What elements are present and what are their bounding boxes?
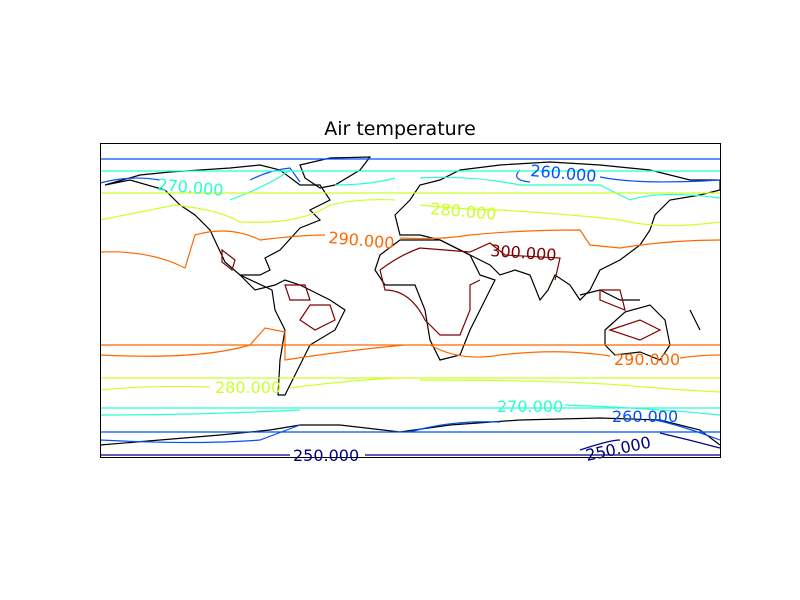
contours xyxy=(100,158,720,456)
contour-label: 250.000 xyxy=(584,433,653,465)
coast-north-america xyxy=(104,164,331,276)
contour-label: 290.000 xyxy=(328,228,396,253)
contour-290 xyxy=(100,229,720,361)
axes-frame xyxy=(100,143,721,458)
contour-label: 280.000 xyxy=(430,199,498,224)
contour-label: 270.000 xyxy=(157,175,225,200)
coast-south-america xyxy=(239,274,346,396)
coast-eurasia xyxy=(394,161,720,302)
contour-260 xyxy=(100,158,720,444)
contour-250 xyxy=(100,432,720,456)
coast-africa xyxy=(374,239,496,361)
coastlines xyxy=(100,156,720,446)
coast-greenland xyxy=(299,156,372,189)
contour-labels: 270.000 260.000 280.000 290.000 300.000 … xyxy=(157,161,681,465)
contour-label: 280.000 xyxy=(215,378,281,397)
coast-indonesia xyxy=(579,289,701,331)
contour-label: 300.000 xyxy=(490,241,557,265)
chart-title: Air temperature xyxy=(324,118,476,140)
contour-label: 290.000 xyxy=(614,350,680,369)
contour-label: 260.000 xyxy=(612,407,678,426)
coast-australia xyxy=(604,304,671,361)
contour-300 xyxy=(221,242,662,341)
contour-label: 270.000 xyxy=(497,397,563,416)
contour-label: 250.000 xyxy=(293,446,359,465)
contour-270 xyxy=(100,169,720,416)
contour-280 xyxy=(100,192,720,393)
